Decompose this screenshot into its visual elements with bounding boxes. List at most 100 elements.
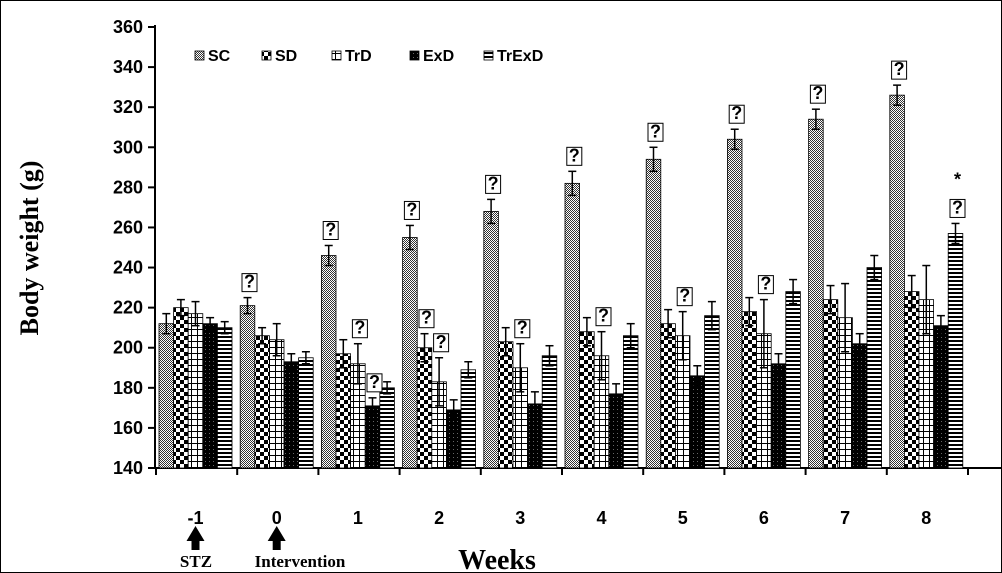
significance-mark: ? bbox=[952, 197, 963, 217]
x-axis-title: Weeks bbox=[458, 545, 536, 573]
y-tick-label: 180 bbox=[113, 378, 143, 398]
bar-SD-6 bbox=[741, 311, 758, 469]
bar-ExD-4 bbox=[608, 393, 624, 469]
significance-box bbox=[241, 273, 258, 293]
bar-SC-2 bbox=[402, 237, 418, 469]
significance-mark: ? bbox=[325, 219, 336, 239]
bar-SC-3 bbox=[483, 211, 499, 469]
significance-mark: ? bbox=[406, 199, 417, 219]
bar-SD-2 bbox=[416, 347, 433, 469]
significance-box bbox=[485, 174, 502, 194]
bar-SC-7 bbox=[808, 118, 824, 469]
significance-box bbox=[322, 220, 339, 240]
x-tick-label: 7 bbox=[840, 508, 850, 528]
significance-box bbox=[595, 307, 612, 327]
legend-swatch-SD bbox=[261, 50, 272, 61]
bar-SD-3 bbox=[497, 341, 514, 469]
bar-SC-6 bbox=[727, 138, 743, 469]
y-tick-label: 320 bbox=[113, 97, 143, 117]
legend-label-SC: SC bbox=[208, 48, 231, 65]
significance-box bbox=[514, 319, 531, 339]
y-tick-label: 300 bbox=[113, 137, 143, 157]
bar-SC--1 bbox=[158, 323, 175, 469]
bar-ExD-5 bbox=[689, 375, 706, 469]
significance-box bbox=[757, 275, 774, 295]
significance-mark: ? bbox=[731, 103, 742, 123]
y-tick-label: 160 bbox=[113, 418, 143, 438]
annotations: ?????????????????? * bbox=[241, 59, 966, 393]
bar-ExD--1 bbox=[202, 323, 218, 469]
arrow-head-STZ bbox=[186, 526, 205, 541]
arrow-head-Intervention bbox=[267, 526, 286, 541]
y-tick-label: 280 bbox=[113, 177, 143, 197]
significance-mark: ? bbox=[436, 332, 447, 352]
bar-SC-8 bbox=[889, 94, 905, 469]
bar-ExD-1 bbox=[364, 405, 381, 469]
y-tick-label: 240 bbox=[113, 258, 143, 278]
bar-TrD--1 bbox=[187, 313, 204, 469]
significance-asterisk: * bbox=[954, 169, 961, 189]
significance-box bbox=[809, 84, 826, 104]
y-tick-label: 340 bbox=[113, 57, 143, 77]
y-tick-label: 260 bbox=[113, 217, 143, 237]
bar-SD-1 bbox=[335, 353, 352, 469]
bar-TrExD-7 bbox=[866, 267, 883, 469]
bar-TrExD-3 bbox=[541, 355, 558, 469]
legend-label-TrD: TrD bbox=[345, 48, 372, 65]
significance-mark: ? bbox=[354, 318, 365, 338]
bar-ExD-8 bbox=[933, 325, 949, 469]
y-tick-label: 200 bbox=[113, 338, 143, 358]
significance-box bbox=[403, 200, 420, 220]
y-axis-title: Body weight (g) bbox=[15, 161, 44, 336]
bar-SC-5 bbox=[645, 158, 662, 469]
significance-mark: ? bbox=[421, 308, 432, 328]
legend-swatch-SC bbox=[194, 50, 205, 61]
x-tick-label: 4 bbox=[596, 508, 606, 528]
bar-ExD-0 bbox=[283, 361, 300, 469]
significance-box bbox=[433, 333, 450, 353]
significance-mark: ? bbox=[569, 145, 580, 165]
bar-SD-0 bbox=[254, 335, 270, 469]
significance-mark: ? bbox=[679, 286, 690, 306]
legend-swatch-TrD bbox=[331, 50, 342, 61]
x-tick-label: 8 bbox=[921, 508, 931, 528]
legend-label-TrExD: TrExD bbox=[497, 48, 543, 65]
marker-label-Intervention: Intervention bbox=[255, 552, 346, 571]
significance-box bbox=[728, 104, 745, 124]
significance-box bbox=[676, 287, 693, 307]
bar-ExD-7 bbox=[852, 343, 868, 469]
significance-mark: ? bbox=[760, 274, 771, 294]
significance-mark: ? bbox=[517, 318, 528, 338]
significance-mark: ? bbox=[812, 83, 823, 103]
significance-mark: ? bbox=[244, 272, 255, 292]
bar-TrExD-8 bbox=[947, 233, 964, 469]
x-axis: -1 0 1 2 3 4 5 6 7 8 bbox=[155, 467, 1002, 528]
y-axis: 140 160 180 200 220 240 260 280 300 320 340 360 bbox=[113, 17, 156, 478]
significance-box bbox=[351, 319, 368, 339]
legend-label-SD: SD bbox=[275, 48, 297, 65]
bar-SD-7 bbox=[822, 299, 839, 469]
x-tick-label: 2 bbox=[434, 508, 444, 528]
bar-SD--1 bbox=[173, 307, 189, 469]
arrow-shaft-Intervention bbox=[272, 540, 281, 550]
legend-label-ExD: ExD bbox=[423, 48, 454, 65]
legend-swatch-ExD bbox=[409, 50, 420, 61]
y-tick-label: 140 bbox=[113, 458, 143, 478]
error-bars bbox=[162, 84, 960, 421]
bar-TrExD-4 bbox=[623, 335, 639, 469]
bar-TrExD-2 bbox=[460, 369, 477, 469]
significance-mark: ? bbox=[369, 372, 380, 392]
bar-SC-4 bbox=[564, 182, 581, 469]
y-tick-label: 220 bbox=[113, 298, 143, 318]
significance-mark: ? bbox=[650, 121, 661, 141]
bars bbox=[158, 94, 964, 469]
legend-swatch-TrExD bbox=[483, 50, 494, 61]
significance-box bbox=[366, 373, 383, 393]
y-tick-label: 360 bbox=[113, 17, 143, 37]
bar-TrExD--1 bbox=[216, 327, 233, 469]
x-tick-label: -1 bbox=[187, 508, 203, 528]
significance-box bbox=[949, 198, 966, 218]
x-tick-label: 6 bbox=[759, 508, 769, 528]
